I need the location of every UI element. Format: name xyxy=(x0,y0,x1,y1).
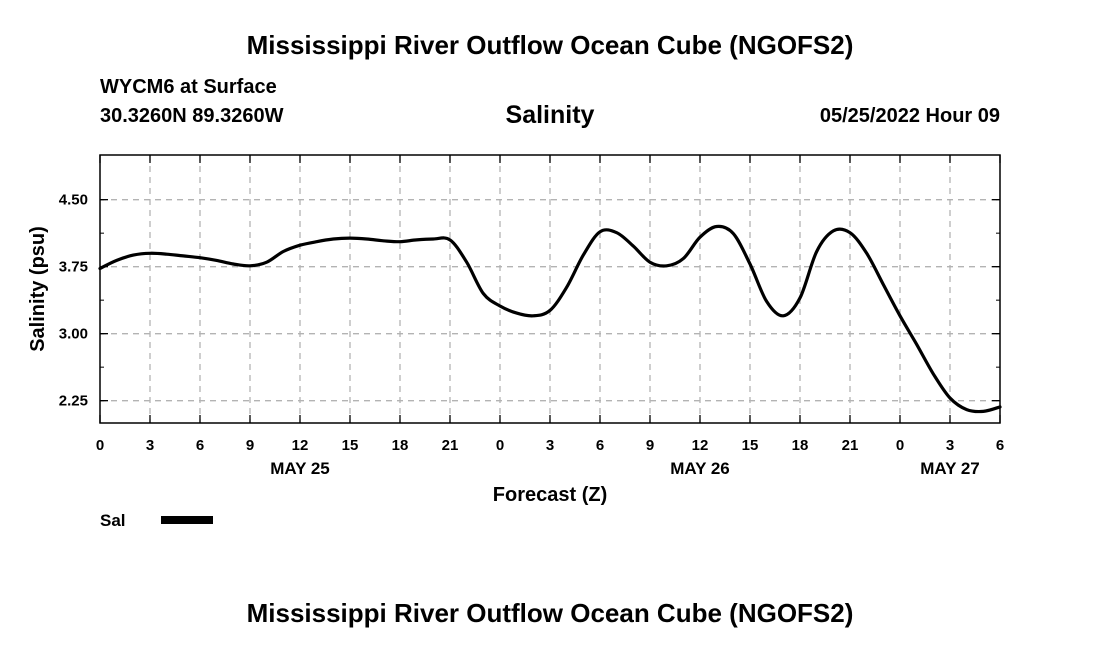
forecast-datetime: 05/25/2022 Hour 09 xyxy=(819,105,1000,127)
salinity-chart: 0 3 6 9 12 15 18 21 0 3 6 9 12 15 18 21 0 3 6 2.25 3.00 3.75 4… xyxy=(27,154,1004,530)
x-tick-label: 21 xyxy=(842,437,859,454)
x-tick-label: 0 xyxy=(96,437,104,454)
x-tick-label: 12 xyxy=(692,437,709,454)
x-tick-label: 9 xyxy=(646,437,654,454)
footer-title: Mississippi River Outflow Ocean Cube (NG… xyxy=(246,598,854,628)
station-coordinates: 30.3260N 89.3260W xyxy=(100,105,284,127)
x-tick-label: 18 xyxy=(392,437,409,454)
x-tick-label: 6 xyxy=(996,437,1004,454)
station-label: WYCM6 at Surface xyxy=(100,76,277,98)
y-axis-label: Salinity (psu) xyxy=(27,226,49,352)
x-tick-label: 12 xyxy=(292,437,309,454)
y-tick-label: 4.50 xyxy=(59,192,88,209)
y-tick-label: 3.00 xyxy=(59,326,88,343)
y-tick-label: 2.25 xyxy=(59,393,88,410)
grid xyxy=(100,155,1000,423)
axis-ticks xyxy=(99,155,1001,423)
x-tick-label: 6 xyxy=(596,437,604,454)
x-tick-label: 0 xyxy=(496,437,504,454)
series-line-sal xyxy=(98,224,1002,414)
legend-swatch-sal xyxy=(161,516,213,524)
chart-title: Salinity xyxy=(505,101,595,129)
x-tick-label: 6 xyxy=(196,437,204,454)
x-tick-label: 15 xyxy=(742,437,759,454)
x-tick-label: 9 xyxy=(246,437,254,454)
day-label: MAY 26 xyxy=(670,459,730,478)
legend: Sal xyxy=(100,511,213,530)
x-tick-label: 15 xyxy=(342,437,359,454)
x-tick-label: 18 xyxy=(792,437,809,454)
x-tick-label: 3 xyxy=(546,437,554,454)
axis-labels: 0 3 6 9 12 15 18 21 0 3 6 9 12 15 18 21 0 3 6 2.25 3.00 3.75 4… xyxy=(59,192,1004,478)
page-title: Mississippi River Outflow Ocean Cube (NG… xyxy=(246,30,854,60)
day-label: MAY 25 xyxy=(270,459,330,478)
day-label: MAY 27 xyxy=(920,459,980,478)
x-tick-label: 3 xyxy=(946,437,954,454)
x-tick-label: 21 xyxy=(442,437,459,454)
x-axis-label: Forecast (Z) xyxy=(493,484,607,506)
legend-label-sal: Sal xyxy=(100,511,126,530)
y-tick-label: 3.75 xyxy=(59,259,88,276)
x-tick-label: 0 xyxy=(896,437,904,454)
x-tick-label: 3 xyxy=(146,437,154,454)
